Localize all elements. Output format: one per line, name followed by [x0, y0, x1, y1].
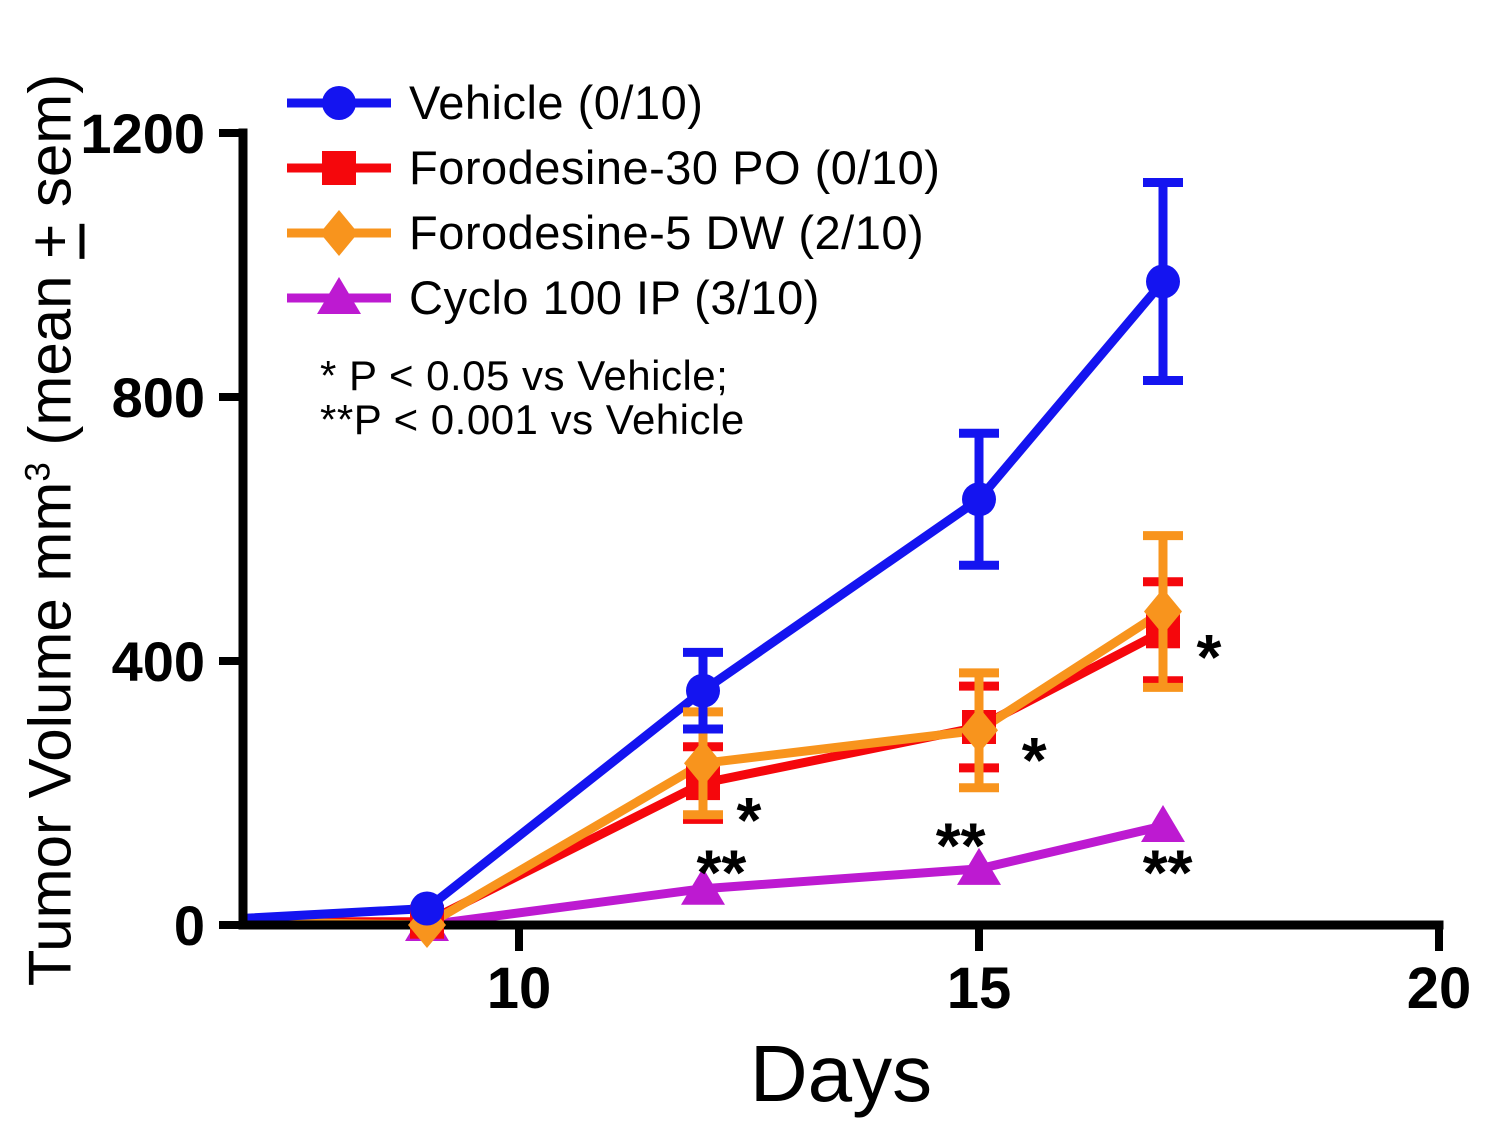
significance-asterisk: ** [696, 836, 746, 908]
diamond-marker [684, 740, 722, 787]
plus-minus-symbol: + [16, 223, 84, 259]
triangle-marker [957, 847, 1001, 885]
x-tick-label: 10 [487, 956, 552, 1021]
circle-marker [1146, 264, 1180, 299]
legend-label-forodesine-30-po: Forodesine-30 PO (0/10) [409, 141, 941, 194]
significance-asterisk: ** [1143, 836, 1193, 908]
y-tick-label: 1200 [80, 102, 205, 165]
legend-label-vehicle: Vehicle (0/10) [409, 76, 704, 129]
legend: Vehicle (0/10) Forodesine-30 PO (0/10) F… [283, 70, 940, 330]
significance-asterisk: * [1197, 621, 1222, 693]
circle-marker [962, 482, 996, 517]
y-axis-title-post: sem) [16, 73, 84, 224]
diamond-marker [1144, 588, 1182, 635]
legend-item-cyclo-100-ip: Cyclo 100 IP (3/10) [283, 265, 940, 330]
y-axis-title-superscript: 3 [18, 462, 58, 482]
circle-marker [322, 85, 356, 120]
stat-note-line-1: * P < 0.05 vs Vehicle; [320, 352, 729, 399]
legend-item-vehicle: Vehicle (0/10) [283, 70, 940, 135]
y-tick-label: 400 [112, 630, 205, 693]
series-vehicle-0-10 [410, 178, 1183, 926]
diamond-marker-icon [287, 209, 391, 256]
square-marker [322, 150, 356, 185]
axes: 0 400 800 1200 10 15 20 [80, 102, 1471, 1021]
triangle-marker [317, 276, 361, 314]
diamond-marker [320, 209, 358, 256]
x-axis-title: Days [749, 1029, 933, 1118]
legend-label-cyclo-100-ip: Cyclo 100 IP (3/10) [409, 271, 820, 324]
triangle-marker-icon [287, 276, 391, 314]
significance-asterisk: * [1022, 724, 1047, 796]
y-axis-title-pre: (mean [16, 258, 84, 463]
x-tick-label: 20 [1407, 956, 1472, 1021]
y-tick-label: 0 [174, 894, 205, 957]
circle-marker [686, 673, 720, 708]
diamond-marker [960, 707, 998, 754]
square-marker-icon [287, 150, 391, 185]
legend-item-forodesine-5-dw: Forodesine-5 DW (2/10) [283, 200, 940, 265]
significance-asterisk: * [737, 784, 762, 856]
significance-asterisk: ** [936, 809, 986, 881]
triangle-marker [1141, 805, 1185, 842]
triangle-marker [681, 867, 725, 905]
stat-note: * P < 0.05 vs Vehicle; **P < 0.001 vs Ve… [320, 354, 745, 442]
legend-label-forodesine-5-dw: Forodesine-5 DW (2/10) [409, 206, 925, 259]
legend-item-forodesine-30-po: Forodesine-30 PO (0/10) [283, 135, 940, 200]
x-tick-label: 15 [947, 956, 1012, 1021]
stat-note-line-2: **P < 0.001 vs Vehicle [320, 396, 745, 443]
circle-marker-icon [287, 85, 391, 120]
circle-marker [410, 891, 444, 926]
y-axis-title-main: Tumor Volume mm [16, 481, 84, 987]
y-tick-label: 800 [112, 366, 205, 429]
y-axis-title: Tumor Volume mm3 (mean + sem) [16, 0, 96, 1100]
